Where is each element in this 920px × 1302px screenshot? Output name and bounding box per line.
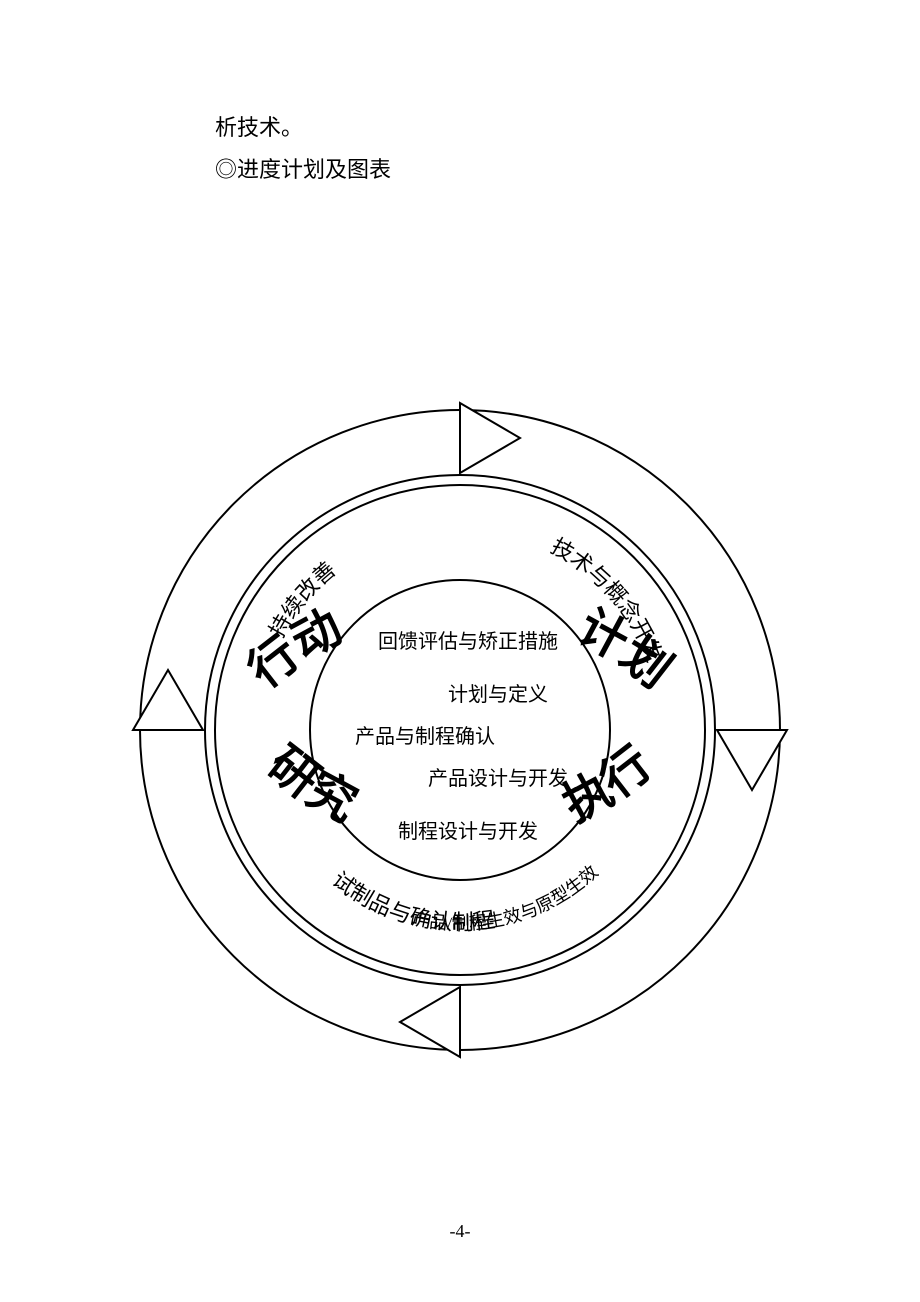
center-item-product-process-confirm: 产品与制程确认	[355, 720, 495, 749]
center-item-process-design: 制程设计与开发	[398, 815, 538, 844]
page-number: -4-	[450, 1221, 471, 1242]
header-line-1: 析技术。	[215, 110, 303, 142]
center-item-plan-define: 计划与定义	[448, 678, 548, 707]
center-item-product-design: 产品设计与开发	[428, 762, 568, 791]
center-item-feedback: 回馈评估与矫正措施	[378, 625, 558, 654]
cycle-diagram: 行动 计划 执行 研究 持续改善 技术与概念开发 产品/制程生效与原型生效 试制…	[130, 400, 790, 1060]
header-line-2: ◎进度计划及图表	[215, 152, 391, 184]
